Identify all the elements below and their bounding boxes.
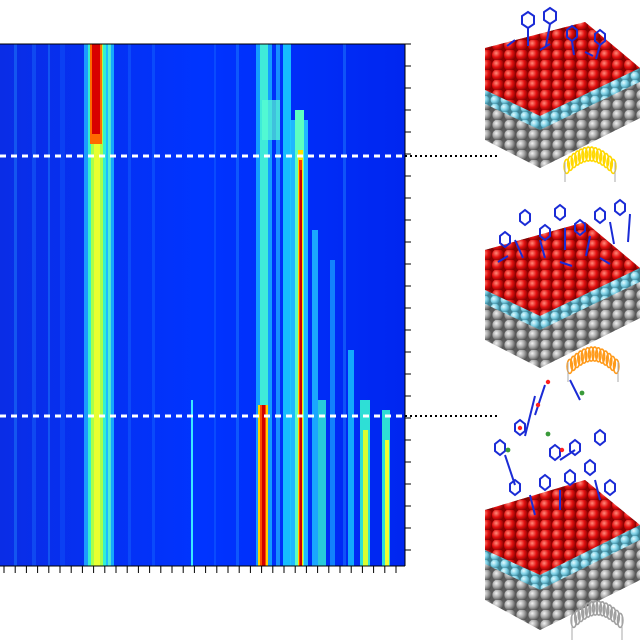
heatmap-band-primary <box>84 44 110 566</box>
heatmap-bottom-ticks <box>3 566 397 573</box>
heatmap-faint-streaks <box>14 44 346 566</box>
heatmap-background <box>0 44 405 566</box>
spring-icon-yellow <box>563 146 617 182</box>
spring-icon-orange <box>566 346 620 382</box>
heatmap-band-secondary <box>106 44 114 566</box>
molecule-icon <box>506 6 606 60</box>
molecule-heteroatoms <box>505 379 585 453</box>
schematic-surface-dense <box>485 198 640 382</box>
schematic-surface-sparse <box>485 6 640 182</box>
heatmap-right-ticks <box>405 43 411 551</box>
heatmap-axes <box>0 43 406 567</box>
heatmap-band-cluster <box>256 44 390 566</box>
schematic-surface-desorbing <box>485 379 640 640</box>
molecule-icon <box>494 379 616 516</box>
spectral-heatmap <box>0 43 411 573</box>
spring-icon-gray <box>570 600 624 640</box>
molecule-icon <box>497 198 631 267</box>
heatmap-thin-line <box>191 400 193 566</box>
